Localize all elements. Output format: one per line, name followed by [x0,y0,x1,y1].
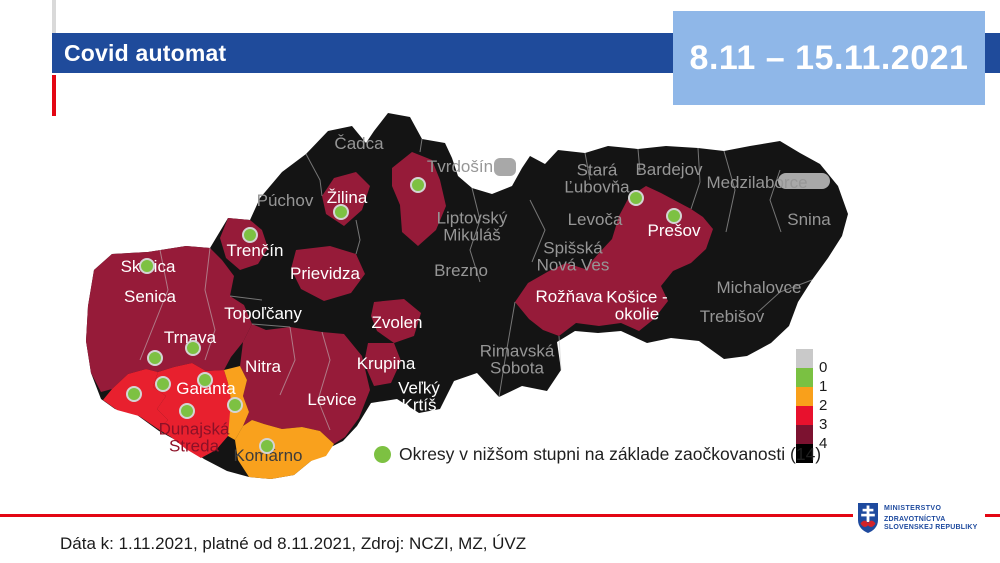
ministry-logo: MINISTERSTVO ZDRAVOTNÍCTVA SLOVENSKEJ RE… [853,498,985,538]
vaccination-dot [410,177,426,193]
map-district-borders [139,138,813,431]
ministry-logo-line3: SLOVENSKEJ REPUBLIKY [884,523,978,531]
footer-divider-line [0,514,1000,517]
vaccination-dot [126,386,142,402]
district-label-tren-n: Trenčín [226,241,283,260]
vaccination-note-label: Okresy v nižšom stupni na základe zaočko… [399,444,822,464]
legend-value-4: 4 [819,435,828,452]
legend-value-3: 3 [819,416,828,433]
map-district-labels: Čadca Tvrdošín Púchov Žilina Liptovský Mikulá… [121,134,832,465]
vaccination-dot [147,350,163,366]
date-range-box: 8.11 – 15.11.2021 [673,11,985,105]
district-label-rimavsk-sobota: Rimavská Sobota [480,342,555,378]
district-label-liptovsk-mikul: Liptovský Mikuláš [437,209,508,245]
district-label-kom-rno: Komárno [234,446,303,465]
vaccination-dot [227,397,243,413]
district-label-p-chov: Púchov [257,191,314,210]
district-label-trnava: Trnava [164,328,217,347]
district-label-prievidza: Prievidza [290,264,360,283]
vaccination-dot [185,340,201,356]
vaccination-dot [666,208,682,224]
page-title: Covid automat [64,39,227,66]
slovak-coat-of-arms-icon [858,503,878,533]
district-label-spi-sk-nov-ves: Spišská Nová Ves [537,239,610,275]
district-label-adca: Čadca [334,134,384,153]
district-label-pre-ov: Prešov [648,221,701,240]
district-label-krupina: Krupina [357,354,416,373]
district-label-tvrdo-n: Tvrdošín [427,157,493,176]
district-label-levice: Levice [307,390,356,409]
district-label-trebi-ov: Trebišov [700,307,765,326]
district-label-ko-ice-okolie: Košice -okolie [606,288,667,324]
district-label-snina: Snina [787,210,831,229]
legend-swatch-black [796,444,813,463]
vaccination-dot [179,403,195,419]
vaccination-dot [242,227,258,243]
district-label-bardejov: Bardejov [635,160,703,179]
district-label-nitra: Nitra [245,357,281,376]
legend-swatch-4 [796,425,813,444]
data-source-note: Dáta k: 1.11.2021, platné od 8.11.2021, … [60,534,527,553]
vaccination-note: Okresy v nižšom stupni na základe zaočko… [374,444,821,465]
district-label-zvolen: Zvolen [371,313,422,332]
ministry-logo-text: MINISTERSTVO ZDRAVOTNÍCTVA SLOVENSKEJ RE… [884,505,977,532]
date-range-label: 8.11 – 15.11.2021 [689,38,969,77]
district-label-star-ubov-a: Stará Ľubovňa [564,161,630,197]
district-label-topo-any: Topoľčany [224,304,302,323]
vaccination-dot [139,258,155,274]
district-label-ilina: Žilina [327,188,368,207]
district-label-galanta: Galanta [176,379,236,398]
map-regions-level0 [494,158,830,189]
legend-value-0: 0 [819,359,828,376]
vaccination-dot [333,204,349,220]
legend-swatch-0 [796,349,813,368]
district-label-senica: Senica [124,287,177,306]
map-vaccination-dots [126,177,682,454]
top-gray-accent [52,0,56,36]
legend-value-2: 2 [819,397,828,414]
district-label-brezno: Brezno [434,261,488,280]
legend-swatch-2 [796,387,813,406]
legend-swatch-3 [796,406,813,425]
vaccination-dot [628,190,644,206]
district-label-dunajsk-streda: Dunajská Streda [159,420,230,456]
ministry-logo-line1: MINISTERSTVO [884,504,942,512]
district-label-medzilaborce: Medzilaborce [706,173,807,192]
ministry-logo-line2: ZDRAVOTNÍCTVA [884,515,946,523]
legend-swatch-1 [796,368,813,387]
district-label-ro-ava: Rožňava [535,287,603,306]
vaccination-dot [155,376,171,392]
vaccination-dot [259,438,275,454]
district-label-ve-k-krt: Veľký Krtíš [398,379,440,415]
vaccination-dot [197,372,213,388]
district-label-levo-a: Levoča [568,210,623,229]
risk-level-legend: 0 1 2 3 4 [796,349,840,465]
vaccination-dot-icon [374,446,391,463]
district-label-michalovce: Michalovce [716,278,801,297]
red-accent-bar [52,75,56,116]
legend-value-1: 1 [819,378,828,395]
